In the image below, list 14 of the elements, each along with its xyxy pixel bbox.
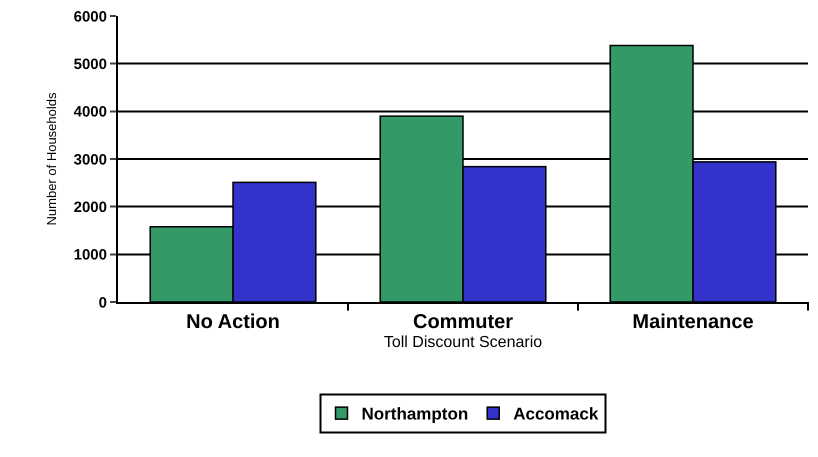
y-tick-label: 0 [98,294,107,312]
y-axis-title: Number of Households [44,92,60,226]
y-tick-label: 1000 [74,246,107,264]
x-axis-title: Toll Discount Scenario [384,334,542,352]
legend-label: Northampton [362,404,468,424]
x-tick-label: Commuter [412,311,514,333]
y-tick-label: 5000 [74,56,107,73]
y-tick-label: 6000 [74,8,107,26]
y-tick-label: 3000 [74,151,107,168]
legend-label: Accomack [513,404,599,424]
x-tick-label: Maintenance [632,311,754,333]
x-tick-label: No Action [186,311,280,333]
y-tick-label: 4000 [74,104,107,121]
y-tick-label: 2000 [74,198,107,216]
